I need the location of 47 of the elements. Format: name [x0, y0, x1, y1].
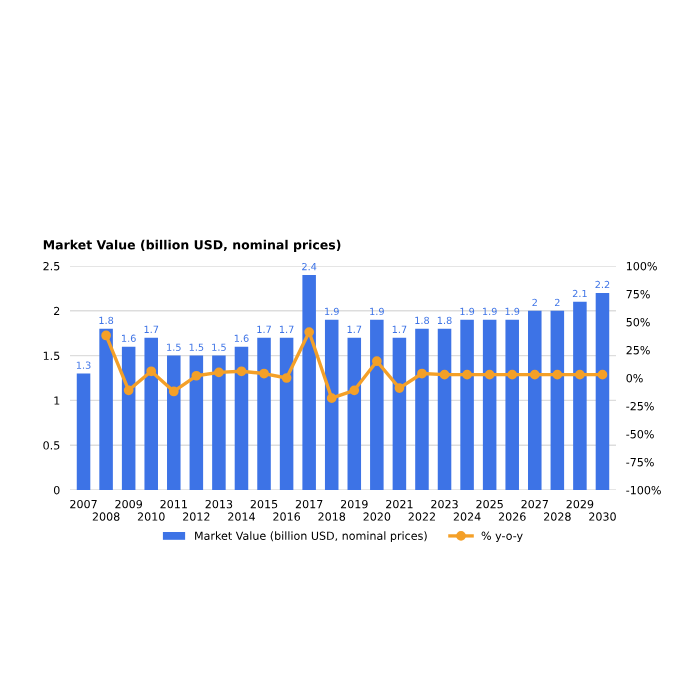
bar: [505, 319, 519, 490]
point: [101, 330, 111, 341]
point: [236, 366, 247, 377]
bar: [212, 355, 226, 490]
point: [168, 386, 179, 397]
bar: [573, 301, 587, 490]
point: [417, 368, 427, 379]
point: [123, 385, 134, 396]
bar: [550, 310, 565, 490]
point: [214, 367, 224, 378]
bar: [370, 319, 384, 490]
bar: [347, 337, 362, 490]
point: [349, 385, 360, 396]
point: [462, 369, 472, 380]
bar: [528, 310, 542, 490]
bar: [460, 319, 474, 490]
bar: [415, 328, 429, 490]
point: [146, 366, 157, 377]
point: [281, 373, 292, 383]
point: [529, 369, 540, 380]
point: [259, 368, 269, 379]
bar: [302, 274, 316, 490]
bar: [437, 328, 452, 490]
point: [507, 369, 518, 380]
point: [326, 393, 337, 404]
point: [575, 369, 585, 380]
point: [597, 369, 608, 380]
bar: [234, 346, 249, 490]
bar: [482, 319, 497, 490]
bar: [121, 346, 136, 490]
bar: [257, 337, 271, 490]
bar: [76, 373, 91, 490]
bar: [144, 337, 158, 490]
point: [191, 370, 202, 381]
point: [304, 327, 315, 337]
bar: [99, 328, 113, 490]
bar: [392, 337, 407, 490]
point: [552, 369, 563, 380]
point: [394, 383, 405, 393]
bar: [189, 355, 204, 490]
point: [439, 369, 450, 380]
point: [484, 369, 495, 380]
point: [371, 356, 382, 367]
bar: [595, 292, 610, 490]
bar: [279, 337, 294, 490]
bar: [167, 355, 181, 490]
bar: [324, 319, 339, 490]
